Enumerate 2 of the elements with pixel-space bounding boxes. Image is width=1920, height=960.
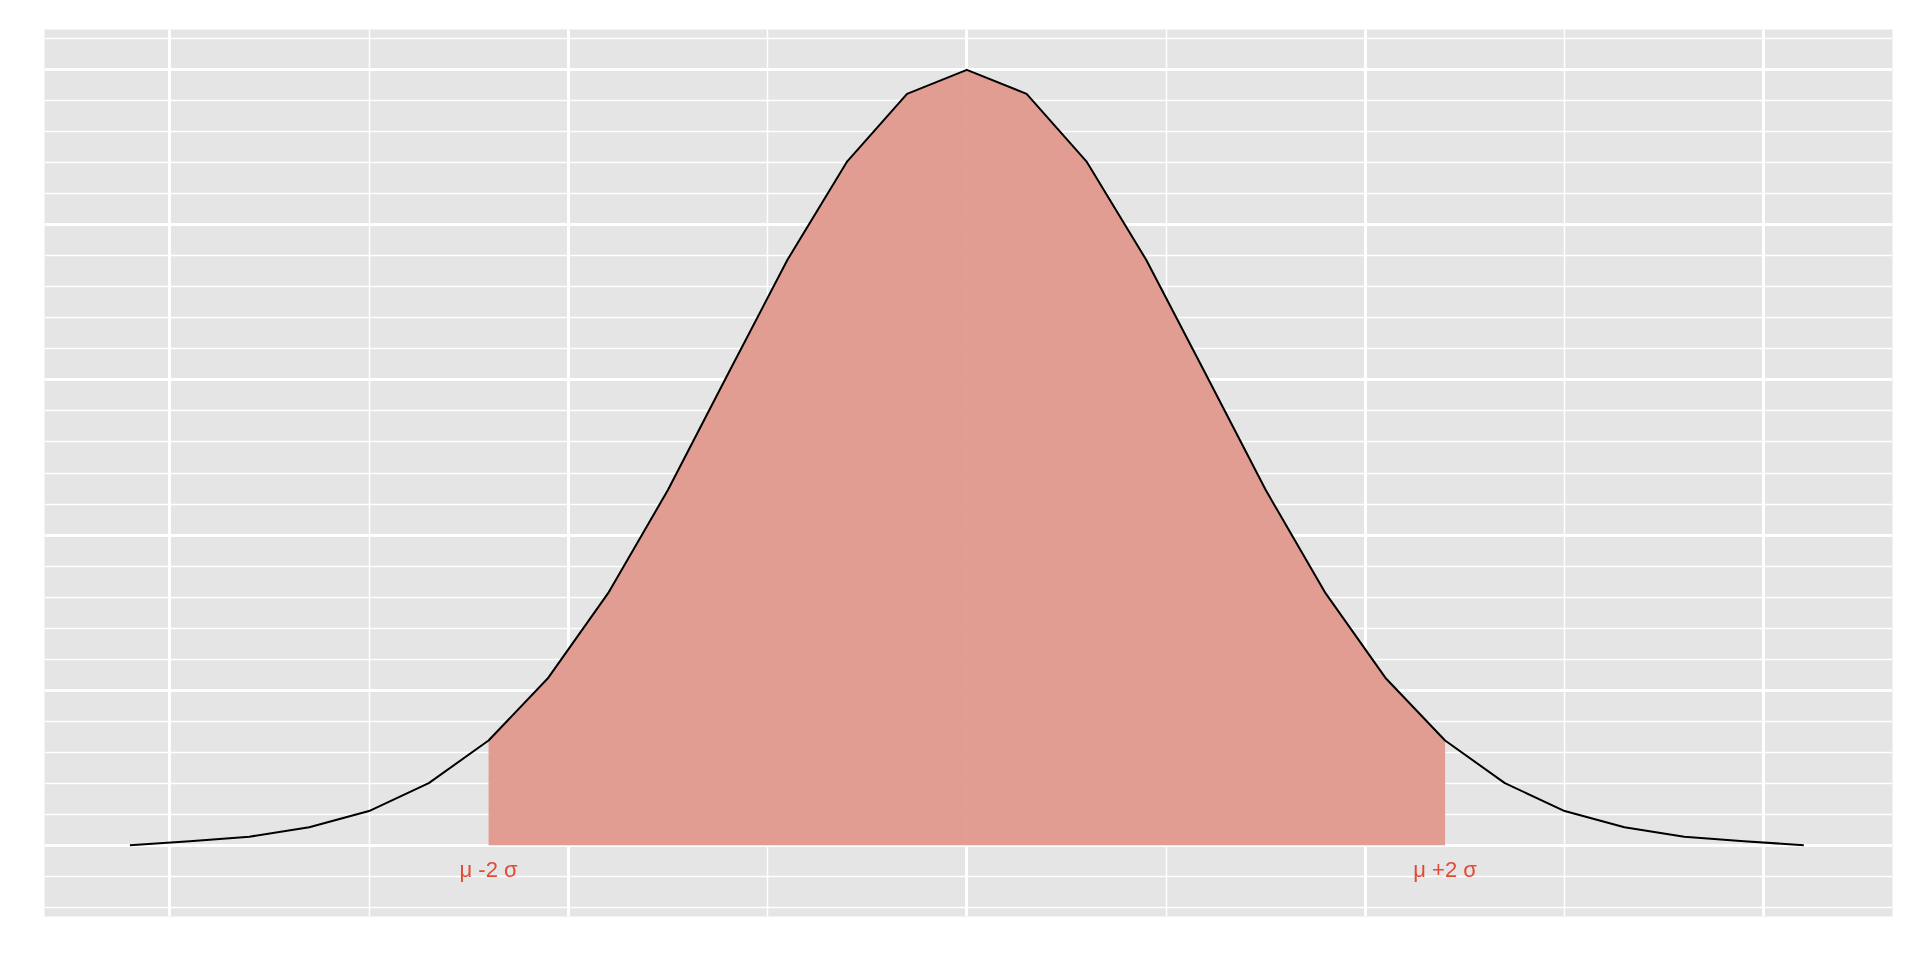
text: μ +2 σ [1413,857,1478,883]
text: μ -2 σ [459,857,519,883]
